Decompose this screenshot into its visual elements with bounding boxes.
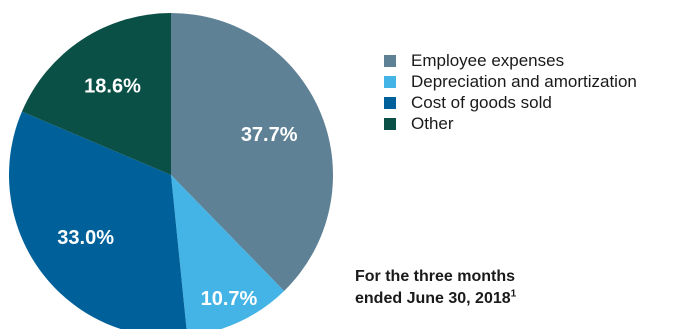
legend-item-cost-of-goods-sold: Cost of goods sold — [384, 92, 637, 113]
legend-item-other: Other — [384, 113, 637, 134]
slice-value-label: 37.7% — [241, 124, 298, 146]
footnote-marker: 1 — [510, 288, 517, 300]
legend: Employee expenses Depreciation and amort… — [384, 50, 637, 134]
legend-swatch — [384, 96, 396, 109]
legend-label: Depreciation and amortization — [411, 71, 637, 91]
slice-depreciation-and-amortization — [171, 175, 285, 329]
period-caption-date: ended June 30, 2018 — [355, 290, 511, 307]
slice-employee-expenses — [171, 13, 333, 291]
legend-label: Employee expenses — [411, 50, 565, 70]
legend-item-employee-expenses: Employee expenses — [384, 50, 637, 71]
period-caption-line1: For the three months — [355, 268, 516, 285]
pie-slices — [9, 13, 333, 329]
slice-value-label: 18.6% — [84, 76, 141, 98]
legend-label: Other — [411, 113, 454, 133]
slice-value-label: 10.7% — [201, 288, 258, 310]
legend-item-depreciation-and-amortization: Depreciation and amortization — [384, 71, 637, 92]
slice-other — [21, 13, 172, 175]
legend-label: Cost of goods sold — [411, 92, 552, 112]
slice-cost-of-goods-sold — [9, 111, 187, 329]
legend-swatch — [384, 54, 396, 67]
period-caption: For the three months ended June 30, 2018… — [355, 266, 516, 310]
legend-swatch — [384, 75, 396, 88]
period-caption-line2: ended June 30, 20181 — [355, 288, 516, 310]
slice-value-label: 33.0% — [57, 227, 114, 249]
pie-labels: 37.7% 10.7% 33.0% 18.6% — [57, 76, 297, 311]
legend-swatch — [384, 117, 396, 130]
